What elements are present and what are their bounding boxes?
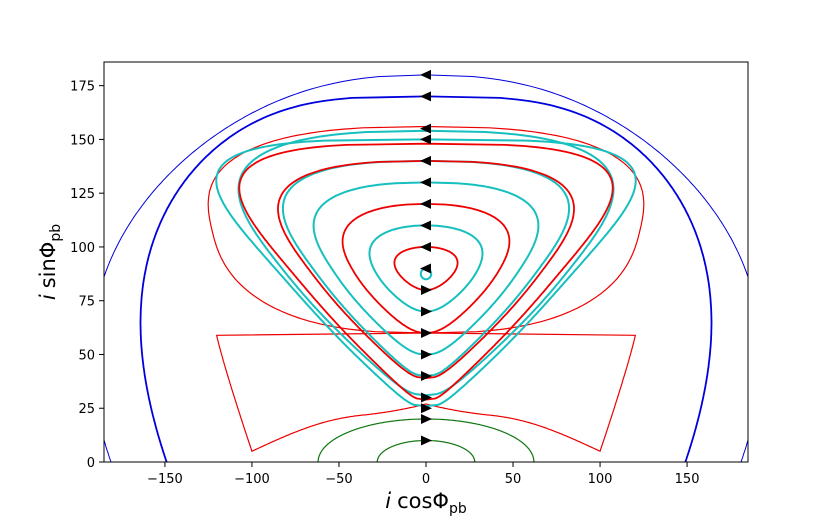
y-axis-label-sub: pb — [48, 224, 64, 242]
flow-arrow-left — [420, 263, 431, 274]
flow-arrow-left — [420, 220, 431, 231]
x-tick-label: 150 — [675, 472, 700, 487]
flow-arrow-right — [421, 306, 432, 317]
x-axis-label-var: i — [385, 489, 391, 513]
flow-arrow-left — [420, 177, 431, 188]
y-axis-label: i sinΦpb — [36, 224, 64, 300]
flow-arrows — [420, 69, 432, 446]
x-axis-label-func: cosΦ — [397, 489, 449, 513]
phase-curve-separatrix — [207, 125, 645, 452]
flow-arrow-right — [421, 435, 432, 446]
y-tick-label: 75 — [78, 295, 95, 310]
flow-arrow-right — [421, 370, 432, 381]
flow-arrow-left — [420, 69, 431, 80]
x-axis-label-sub: pb — [449, 501, 467, 517]
flow-arrow-left — [420, 123, 431, 134]
flow-arrow-right — [421, 403, 432, 414]
flow-arrow-left — [420, 241, 431, 252]
flow-arrow-right — [421, 392, 432, 403]
x-tick-label: 0 — [422, 472, 430, 487]
flow-arrow-left — [420, 198, 431, 209]
x-tick-label: 100 — [588, 472, 613, 487]
flow-arrow-right — [421, 413, 432, 424]
x-tick-label: −100 — [234, 472, 270, 487]
flow-arrow-right — [421, 284, 432, 295]
y-tick-label: 25 — [78, 402, 95, 417]
x-axis-ticks: −150 −100 −50 0 50 100 150 — [147, 462, 699, 487]
x-axis-label: i cosΦpb — [385, 489, 467, 517]
flow-arrow-left — [420, 91, 431, 102]
y-axis-ticks: 0 25 50 75 100 125 150 175 — [70, 80, 104, 471]
y-tick-label: 100 — [70, 241, 95, 256]
x-tick-label: −150 — [147, 472, 183, 487]
x-tick-label: 50 — [505, 472, 522, 487]
flow-arrow-left — [420, 155, 431, 166]
x-tick-label: −50 — [325, 472, 352, 487]
flow-arrow-left — [420, 134, 431, 145]
y-tick-label: 150 — [70, 133, 95, 148]
y-tick-label: 175 — [70, 80, 95, 95]
y-axis-label-func: sinΦ — [36, 242, 60, 289]
flow-arrow-right — [421, 349, 432, 360]
y-tick-label: 50 — [78, 348, 95, 363]
y-axis-label-var: i — [36, 294, 60, 300]
y-tick-label: 125 — [70, 187, 95, 202]
y-tick-label: 0 — [87, 456, 95, 471]
flow-arrow-right — [421, 327, 432, 338]
